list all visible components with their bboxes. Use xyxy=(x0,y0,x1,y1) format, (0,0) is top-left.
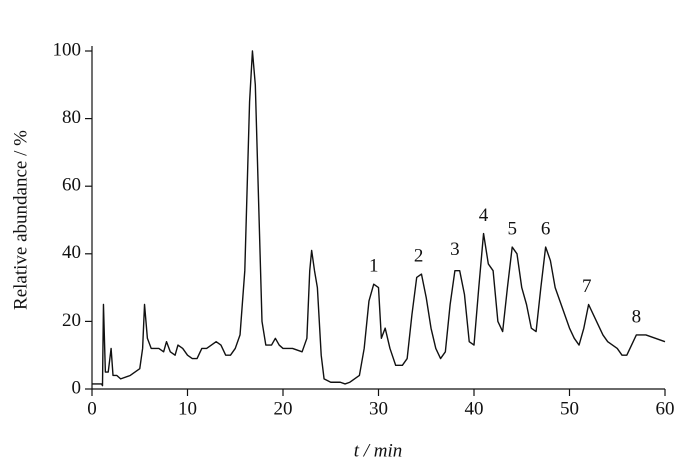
x-tick-label: 30 xyxy=(369,398,388,419)
peak-label: 2 xyxy=(414,246,424,267)
peak-label: 5 xyxy=(507,218,517,239)
x-tick-label: 0 xyxy=(87,398,97,419)
peak-label: 1 xyxy=(369,256,379,277)
x-axis-label: t / min xyxy=(354,440,403,461)
y-tick-label: 80 xyxy=(62,107,81,128)
y-tick-label: 20 xyxy=(62,310,81,331)
x-tick-label: 50 xyxy=(560,398,579,419)
x-tick-label: 40 xyxy=(465,398,484,419)
y-tick-label: 60 xyxy=(62,175,81,196)
y-tick-label: 40 xyxy=(62,242,81,263)
peak-label: 4 xyxy=(479,205,489,226)
x-tick-label: 20 xyxy=(274,398,293,419)
y-tick-label: 0 xyxy=(72,377,82,398)
chromatogram-line xyxy=(92,50,666,387)
peak-label: 3 xyxy=(450,239,460,260)
x-tick-label: 10 xyxy=(178,398,197,419)
peak-label: 6 xyxy=(541,218,551,239)
y-tick-label: 100 xyxy=(53,39,82,60)
peak-label: 7 xyxy=(582,276,592,297)
x-tick-label: 60 xyxy=(656,398,675,419)
peak-label: 8 xyxy=(632,306,642,327)
y-axis-label: Relative abundance / % xyxy=(10,130,31,310)
